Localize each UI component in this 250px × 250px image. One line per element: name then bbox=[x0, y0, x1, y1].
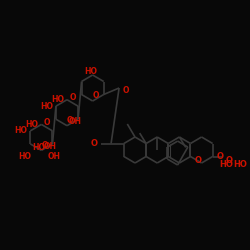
Text: O: O bbox=[194, 156, 201, 165]
Text: HO: HO bbox=[26, 120, 38, 129]
Text: HO: HO bbox=[32, 144, 45, 152]
Text: O: O bbox=[92, 91, 99, 100]
Text: HO: HO bbox=[84, 66, 97, 76]
Text: OH: OH bbox=[69, 117, 82, 126]
Text: O: O bbox=[217, 152, 224, 161]
Text: O: O bbox=[44, 118, 50, 126]
Text: HO: HO bbox=[40, 102, 53, 111]
Text: O: O bbox=[91, 139, 98, 148]
Text: O: O bbox=[67, 116, 73, 125]
Text: OH: OH bbox=[48, 152, 61, 162]
Text: O: O bbox=[123, 86, 130, 95]
Text: HO: HO bbox=[51, 95, 64, 104]
Text: HO: HO bbox=[14, 126, 27, 136]
Text: HO: HO bbox=[233, 160, 247, 169]
Text: O: O bbox=[41, 141, 48, 150]
Text: HO: HO bbox=[220, 160, 233, 169]
Text: HO: HO bbox=[18, 152, 31, 162]
Text: O: O bbox=[70, 93, 76, 102]
Text: O: O bbox=[226, 156, 232, 165]
Text: OH: OH bbox=[43, 142, 56, 151]
